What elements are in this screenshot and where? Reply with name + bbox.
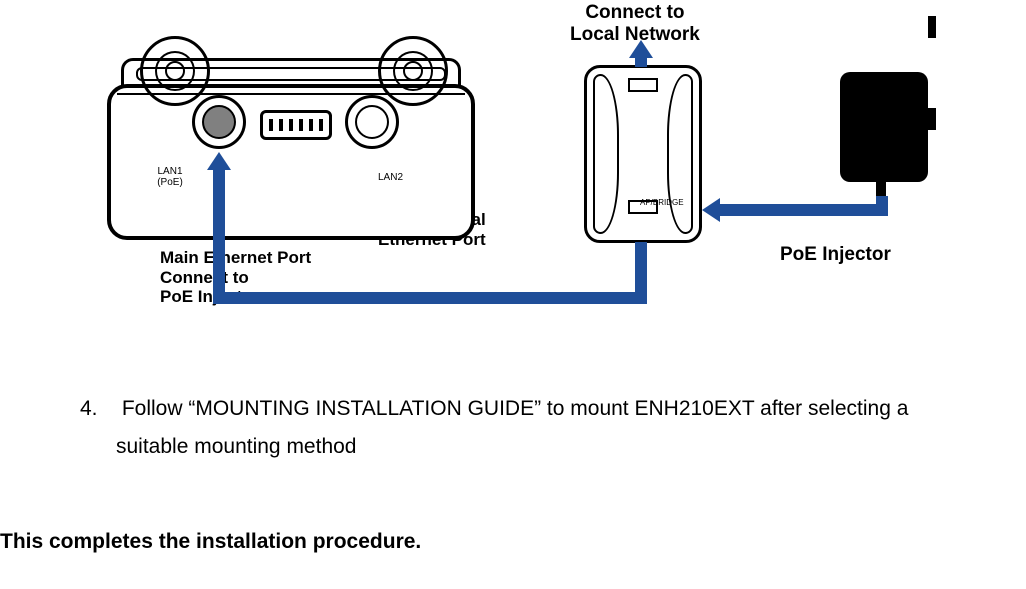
arrow-power <box>702 198 720 222</box>
poe-injector <box>584 65 702 243</box>
completion-text: This completes the installation procedur… <box>0 530 421 554</box>
step-number: 4. <box>80 390 116 429</box>
instruction-step-4: 4. Follow “MOUNTING INSTALLATION GUIDE” … <box>80 390 996 429</box>
device-dome-left <box>140 36 210 106</box>
small-label-apbridge: AP/BRIDGE <box>640 198 684 207</box>
cable-main-ethernet <box>635 242 647 304</box>
step-text-line2: suitable mounting method <box>116 435 357 458</box>
power-prong <box>928 108 936 130</box>
power-adapter <box>840 72 928 182</box>
connection-diagram: Connect toLocal Network Main Ethernet Po… <box>0 0 1026 340</box>
cable-main-ethernet <box>213 168 225 298</box>
arrow-uplink <box>629 40 653 58</box>
port-lan2 <box>345 95 399 149</box>
cable-main-ethernet <box>213 292 647 304</box>
device-dome-right <box>378 36 448 106</box>
cable-power <box>718 204 888 216</box>
instruction-step-4-cont: suitable mounting method <box>80 428 996 467</box>
small-label-lan1: LAN1(PoE) <box>150 166 190 188</box>
label-poe-injector: PoE Injector <box>780 244 891 266</box>
port-lan1-poe <box>192 95 246 149</box>
small-label-lan2: LAN2 <box>378 172 403 183</box>
device-terminal-block <box>260 110 332 140</box>
power-prong <box>928 16 936 38</box>
step-text-line1: Follow “MOUNTING INSTALLATION GUIDE” to … <box>122 397 909 420</box>
